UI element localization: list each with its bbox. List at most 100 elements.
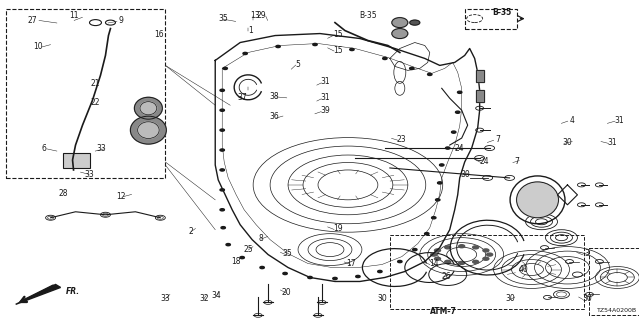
Bar (63, 153, 90, 168)
Text: 30: 30 (563, 138, 573, 147)
Text: 24: 24 (480, 157, 490, 166)
Text: 12: 12 (116, 192, 125, 201)
Circle shape (438, 182, 442, 184)
Circle shape (483, 249, 489, 252)
Circle shape (313, 44, 317, 45)
Circle shape (473, 246, 479, 249)
Text: 30: 30 (461, 170, 470, 179)
Text: 25: 25 (244, 245, 253, 254)
Text: 27: 27 (28, 16, 37, 25)
Circle shape (459, 261, 465, 264)
Bar (6, 9, 165, 178)
Circle shape (220, 169, 225, 171)
Circle shape (220, 189, 225, 191)
Ellipse shape (516, 182, 559, 218)
Circle shape (260, 267, 264, 268)
Bar (476, 70, 484, 82)
Bar (476, 90, 484, 102)
Circle shape (445, 147, 450, 149)
Text: 29: 29 (257, 12, 266, 20)
Text: 39: 39 (320, 106, 330, 115)
Text: 9: 9 (118, 16, 123, 25)
Text: 40: 40 (518, 265, 528, 275)
Circle shape (220, 209, 225, 211)
Text: 21: 21 (90, 79, 100, 88)
Circle shape (308, 276, 312, 279)
Text: 14: 14 (429, 259, 438, 268)
Circle shape (283, 272, 287, 275)
Bar (476, 70, 484, 82)
Polygon shape (15, 284, 61, 304)
Text: 35: 35 (282, 250, 292, 259)
Text: B-35: B-35 (359, 12, 377, 20)
Ellipse shape (131, 116, 166, 144)
Circle shape (428, 73, 432, 76)
Text: 32: 32 (199, 294, 209, 303)
Text: 37: 37 (237, 93, 247, 102)
Circle shape (243, 52, 247, 54)
Circle shape (473, 260, 479, 263)
Bar (390, 235, 584, 309)
Text: 2: 2 (189, 227, 193, 236)
Text: 33: 33 (97, 144, 106, 153)
Circle shape (459, 245, 465, 248)
Text: 17: 17 (346, 259, 355, 268)
Text: 36: 36 (269, 113, 279, 122)
Text: 24: 24 (454, 144, 464, 153)
Circle shape (221, 227, 225, 229)
Text: 16: 16 (154, 30, 164, 39)
Ellipse shape (392, 28, 408, 38)
Text: 30: 30 (582, 294, 592, 303)
Circle shape (220, 129, 225, 131)
Text: 35: 35 (218, 14, 228, 23)
Circle shape (483, 257, 489, 260)
Text: 20: 20 (282, 288, 292, 297)
Text: TZ54A0200B: TZ54A0200B (597, 308, 637, 313)
Circle shape (410, 67, 414, 69)
Circle shape (276, 45, 280, 48)
Text: 8: 8 (259, 234, 264, 243)
Circle shape (240, 256, 244, 259)
Circle shape (431, 217, 436, 219)
Text: 31: 31 (320, 77, 330, 86)
Circle shape (220, 149, 225, 151)
Circle shape (226, 244, 230, 246)
Circle shape (349, 48, 354, 51)
Circle shape (445, 260, 451, 263)
Text: 19: 19 (333, 224, 342, 233)
Bar (589, 248, 640, 315)
Text: 33: 33 (84, 170, 93, 179)
Text: 18: 18 (231, 258, 241, 267)
Circle shape (356, 276, 360, 277)
Text: 30: 30 (506, 294, 515, 303)
Circle shape (451, 131, 456, 133)
Text: 30: 30 (378, 294, 387, 303)
Circle shape (456, 111, 460, 113)
Text: 3: 3 (584, 250, 589, 259)
Text: 7: 7 (495, 135, 500, 144)
Ellipse shape (140, 102, 157, 115)
Circle shape (436, 199, 440, 201)
Text: 10: 10 (33, 42, 42, 52)
Text: 33: 33 (161, 294, 170, 303)
Circle shape (458, 91, 462, 93)
Circle shape (431, 253, 436, 256)
Circle shape (220, 109, 225, 111)
Circle shape (440, 164, 444, 166)
Text: 11: 11 (69, 12, 79, 20)
Bar (465, 9, 516, 28)
Text: 22: 22 (90, 98, 100, 107)
Circle shape (435, 249, 440, 252)
Circle shape (397, 260, 402, 263)
Circle shape (486, 253, 493, 256)
Text: 6: 6 (42, 144, 47, 153)
Text: 34: 34 (212, 291, 221, 300)
Circle shape (424, 233, 429, 235)
Text: 7: 7 (515, 157, 519, 166)
Text: 28: 28 (58, 189, 68, 198)
Circle shape (220, 89, 225, 92)
Text: 26: 26 (442, 272, 451, 281)
Text: 5: 5 (295, 60, 300, 69)
Text: 38: 38 (269, 92, 279, 101)
Circle shape (333, 277, 337, 280)
